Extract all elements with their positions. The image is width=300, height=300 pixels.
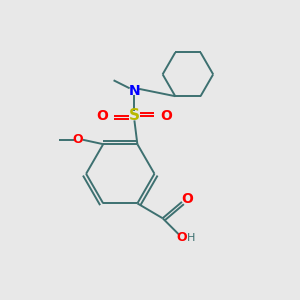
Text: O: O bbox=[73, 133, 83, 146]
Text: H: H bbox=[187, 233, 195, 243]
Text: O: O bbox=[97, 109, 109, 123]
Text: O: O bbox=[177, 231, 187, 244]
Text: O: O bbox=[182, 192, 193, 206]
Text: S: S bbox=[129, 108, 140, 123]
Text: O: O bbox=[160, 109, 172, 123]
Text: N: N bbox=[129, 84, 140, 98]
